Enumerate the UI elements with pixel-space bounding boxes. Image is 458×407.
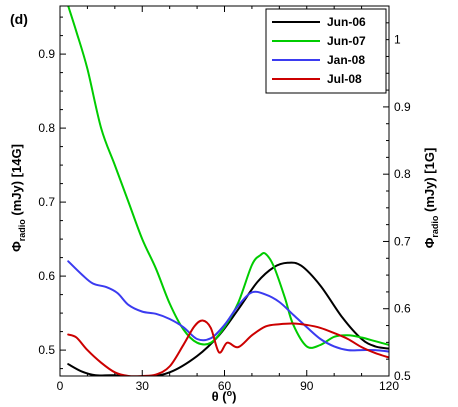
y-right-tick-label: 0.5: [394, 369, 411, 383]
series-line-jan-08: [67, 260, 389, 353]
y-left-title-sub: radio: [17, 219, 27, 242]
y-axis-left-title: Φradio (mJy) [14G]: [9, 144, 27, 252]
x-tick-label: 0: [57, 379, 64, 393]
y-left-tick-label: 0.6: [38, 269, 55, 283]
y-left-title-main: Φ: [9, 241, 24, 252]
y-left-tick-label: 0.7: [38, 195, 55, 209]
x-axis: 0 30 60 90 120: [57, 6, 399, 393]
series-line-jul-08: [67, 319, 389, 376]
legend-label: Jun-07: [327, 34, 366, 48]
y-right-title-tail: (mJy) [1G]: [422, 148, 437, 216]
y-right-title-sub: radio: [430, 215, 440, 238]
y-right-tick-label: 0.6: [394, 302, 411, 316]
y-left-title-tail: (mJy) [14G]: [9, 144, 24, 219]
legend-label: Jan-08: [327, 53, 365, 67]
x-tick-label: 120: [379, 379, 399, 393]
x-tick-label: 90: [300, 379, 314, 393]
series-layer: [67, 6, 389, 376]
legend-label: Jul-08: [327, 72, 362, 86]
y-axis-right: 0.5 0.6 0.7 0.8 0.9 1: [383, 22, 411, 383]
y-left-tick-label: 0.5: [38, 343, 55, 357]
x-axis-title-sup: o: [227, 388, 233, 398]
x-axis-title-tail: ): [232, 389, 236, 404]
x-tick-label: 30: [136, 379, 150, 393]
x-axis-title: θ (o): [212, 388, 237, 404]
x-tick-label: 60: [218, 379, 232, 393]
y-right-title-main: Φ: [422, 237, 437, 248]
y-axis-left: 0.5 0.6 0.7 0.8 0.9: [38, 16, 66, 370]
y-axis-right-title: Φradio (mJy) [1G]: [422, 148, 440, 249]
y-right-tick-label: 1: [394, 33, 401, 47]
legend-label: Jun-06: [327, 15, 366, 29]
x-axis-title-main: θ (: [212, 389, 228, 404]
y-right-tick-label: 0.9: [394, 100, 411, 114]
series-line-jun-07: [67, 6, 389, 349]
y-right-tick-label: 0.8: [394, 167, 411, 181]
legend: Jun-06 Jun-07 Jan-08 Jul-08: [265, 8, 387, 94]
y-left-tick-label: 0.9: [38, 47, 55, 61]
y-right-tick-label: 0.7: [394, 234, 411, 248]
y-left-tick-label: 0.8: [38, 121, 55, 135]
panel-label: (d): [10, 11, 28, 27]
